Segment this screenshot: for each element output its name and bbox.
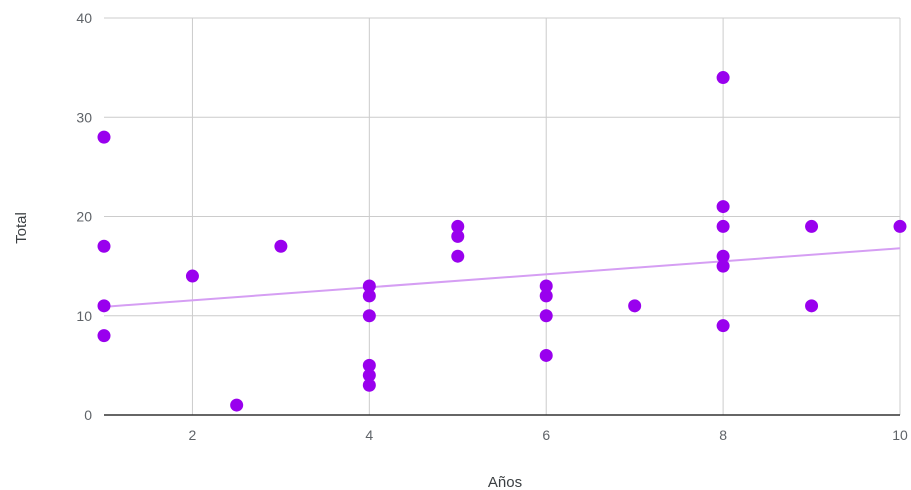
y-tick-label: 20 [76, 209, 92, 225]
data-point [716, 259, 730, 273]
data-point [539, 279, 553, 293]
y-tick-label: 40 [76, 10, 92, 26]
data-point [362, 368, 376, 382]
data-point [362, 279, 376, 293]
data-point [716, 319, 730, 333]
data-point [539, 289, 553, 303]
y-tick-label: 0 [84, 407, 92, 423]
data-point [716, 71, 730, 85]
data-point [274, 239, 288, 253]
data-point [805, 219, 819, 233]
data-point [539, 348, 553, 362]
grid-lines [104, 17, 901, 415]
data-point [628, 299, 642, 313]
data-point [451, 249, 465, 263]
data-point [893, 219, 907, 233]
data-point [451, 229, 465, 243]
data-point [362, 289, 376, 303]
y-tick-label: 30 [76, 109, 92, 125]
data-point [362, 309, 376, 323]
data-point [230, 398, 244, 412]
y-tick-label: 10 [76, 308, 92, 324]
data-point [451, 219, 465, 233]
trendline [103, 247, 901, 308]
data-point [362, 378, 376, 392]
x-tick-label: 10 [892, 427, 908, 443]
data-point [362, 358, 376, 372]
tick-labels: 0 10 20 30 40 2 4 6 8 10 [76, 10, 908, 443]
data-point [805, 299, 819, 313]
data-point [716, 219, 730, 233]
trendline-group [103, 247, 901, 308]
data-point [97, 299, 111, 313]
data-point [716, 249, 730, 263]
data-point [97, 130, 111, 144]
data-points [97, 71, 907, 412]
data-point [97, 239, 111, 253]
x-tick-label: 2 [189, 427, 197, 443]
data-point [539, 309, 553, 323]
x-axis-title: Años [488, 474, 522, 490]
data-point [185, 269, 199, 283]
x-tick-label: 8 [719, 427, 727, 443]
x-tick-label: 4 [365, 427, 373, 443]
data-point [716, 200, 730, 214]
y-axis-title: Total [13, 212, 30, 244]
x-tick-label: 6 [542, 427, 550, 443]
data-point [97, 329, 111, 343]
